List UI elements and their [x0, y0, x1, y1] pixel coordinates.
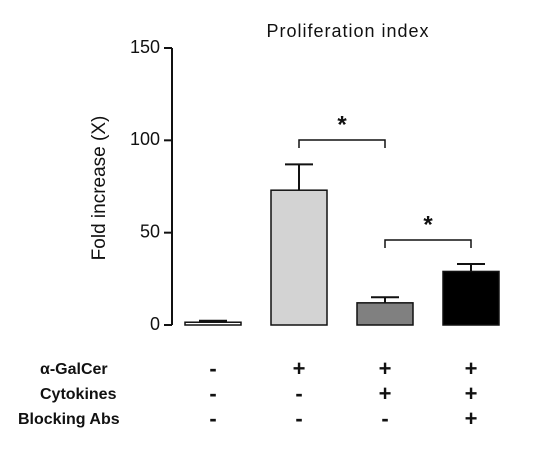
significance-bracket [298, 139, 386, 148]
y-tick-label: 150 [130, 37, 160, 57]
condition-sign: - [209, 381, 216, 406]
condition-sign: - [381, 406, 388, 431]
condition-sign: - [295, 406, 302, 431]
significance-star: * [337, 111, 347, 138]
condition-label: Cytokines [40, 386, 117, 403]
y-tick-label: 100 [130, 129, 160, 149]
bar [442, 270, 500, 326]
condition-label: Blocking Abs [18, 411, 120, 428]
condition-label: α-GalCer [40, 361, 108, 378]
condition-sign: + [379, 381, 392, 406]
bar [356, 302, 414, 326]
y-tick-label: 50 [140, 221, 160, 241]
condition-sign: + [465, 356, 478, 381]
significance-bracket [384, 239, 472, 248]
bar [184, 321, 242, 326]
condition-sign: + [379, 356, 392, 381]
bar [270, 189, 328, 326]
condition-sign: + [465, 406, 478, 431]
significance-star: * [423, 211, 433, 238]
condition-sign: - [295, 381, 302, 406]
y-axis-label: Fold increase (X) [89, 116, 110, 261]
condition-sign: + [293, 356, 306, 381]
condition-sign: - [209, 406, 216, 431]
condition-sign: + [465, 381, 478, 406]
condition-sign: - [209, 356, 216, 381]
y-tick-label: 0 [150, 314, 160, 334]
chart-title: Proliferation index [266, 21, 429, 41]
